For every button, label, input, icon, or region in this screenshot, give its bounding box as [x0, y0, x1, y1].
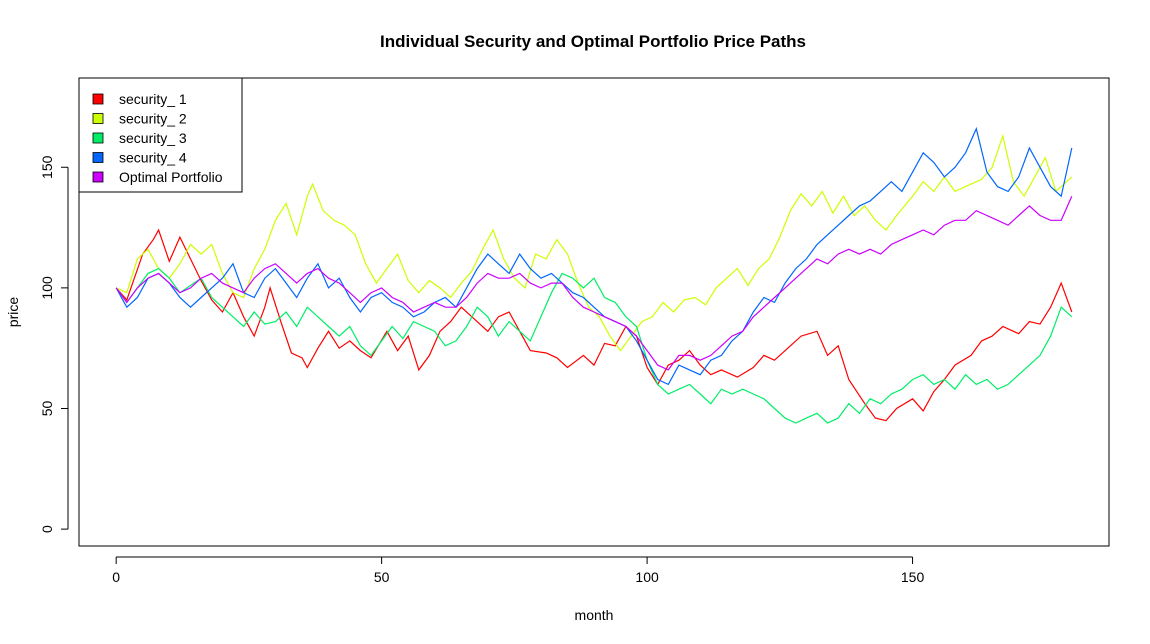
y-tick-label-4: 150: [39, 155, 55, 179]
legend-box: [78, 77, 243, 193]
x-axis: 0 50 100 150: [112, 556, 925, 585]
x-tick-label-2: 50: [374, 569, 390, 585]
legend-swatch-4: [92, 152, 104, 163]
series-line-3: [115, 267, 1073, 424]
y-tick-label-1: 0: [39, 525, 55, 533]
x-axis-label: month: [575, 607, 614, 623]
legend-swatch-3: [92, 132, 104, 144]
y-axis-label: price: [5, 297, 21, 328]
legend-label-1: security_ 1: [119, 91, 187, 107]
legend-label-5: Optimal Portfolio: [119, 169, 223, 185]
plot-frame: [78, 77, 1110, 547]
x-tick-label-4: 150: [901, 569, 925, 585]
legend-label-4: security_ 4: [119, 150, 187, 166]
legend: security_ 1 security_ 2 security_ 3 securit…: [78, 77, 243, 193]
series-line-2: [115, 133, 1073, 352]
y-tick-label-3: 100: [39, 276, 55, 300]
legend-swatch-1: [92, 93, 104, 105]
series-layer: [115, 126, 1073, 424]
y-axis: 0 50 100 150: [39, 155, 69, 533]
series-line-4: [115, 126, 1073, 386]
legend-label-3: security_ 3: [119, 130, 187, 146]
chart-title: Individual Security and Optimal Portfoli…: [380, 32, 806, 51]
legend-swatch-2: [92, 113, 104, 124]
series-line-1: [115, 228, 1073, 422]
x-tick-label-3: 100: [635, 569, 659, 585]
series-line-5: [115, 195, 1073, 371]
legend-label-2: security_ 2: [119, 111, 187, 127]
x-tick-label-1: 0: [112, 569, 120, 585]
legend-swatch-5: [92, 171, 104, 183]
y-tick-label-2: 50: [39, 400, 55, 416]
